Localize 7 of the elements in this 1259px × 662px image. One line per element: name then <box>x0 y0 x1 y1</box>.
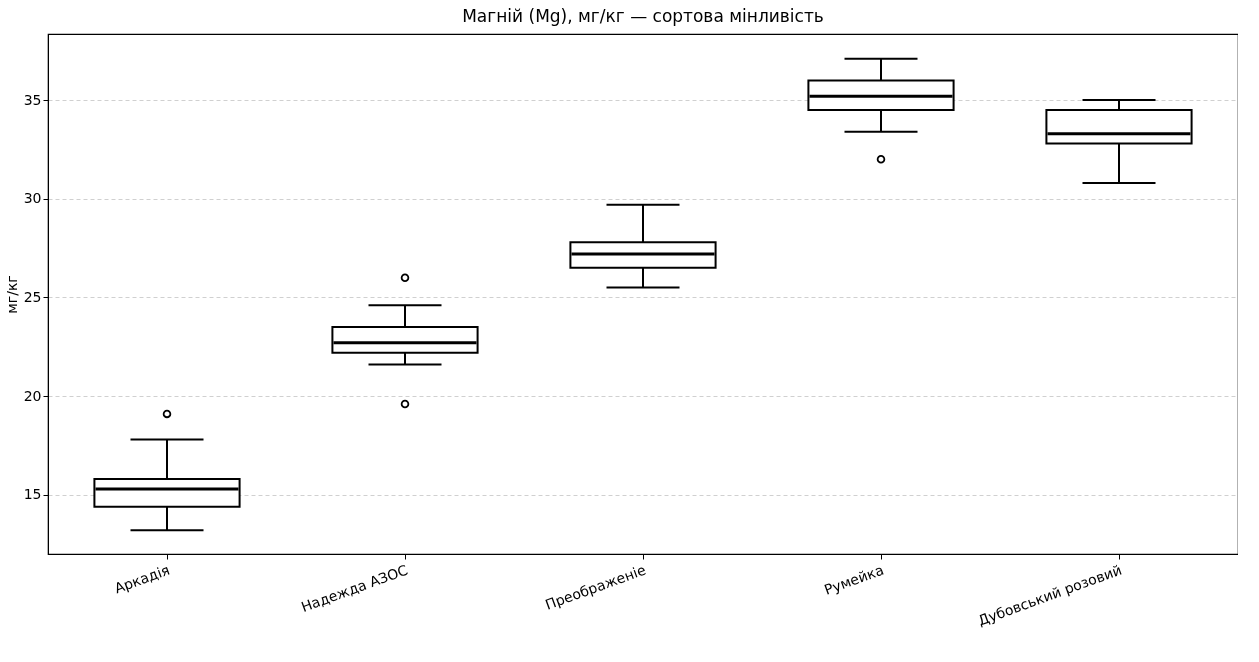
y-tick-label: 30 <box>23 190 42 207</box>
y-tick-label: 25 <box>23 288 42 305</box>
y-tick-label: 35 <box>23 91 42 108</box>
y-tick-label: 15 <box>23 486 42 503</box>
chart-title: Магній (Mg), мг/кг — сортова мінливість <box>462 6 824 26</box>
y-axis-title: мг/кг <box>3 275 20 314</box>
y-tick-label: 20 <box>23 387 42 404</box>
